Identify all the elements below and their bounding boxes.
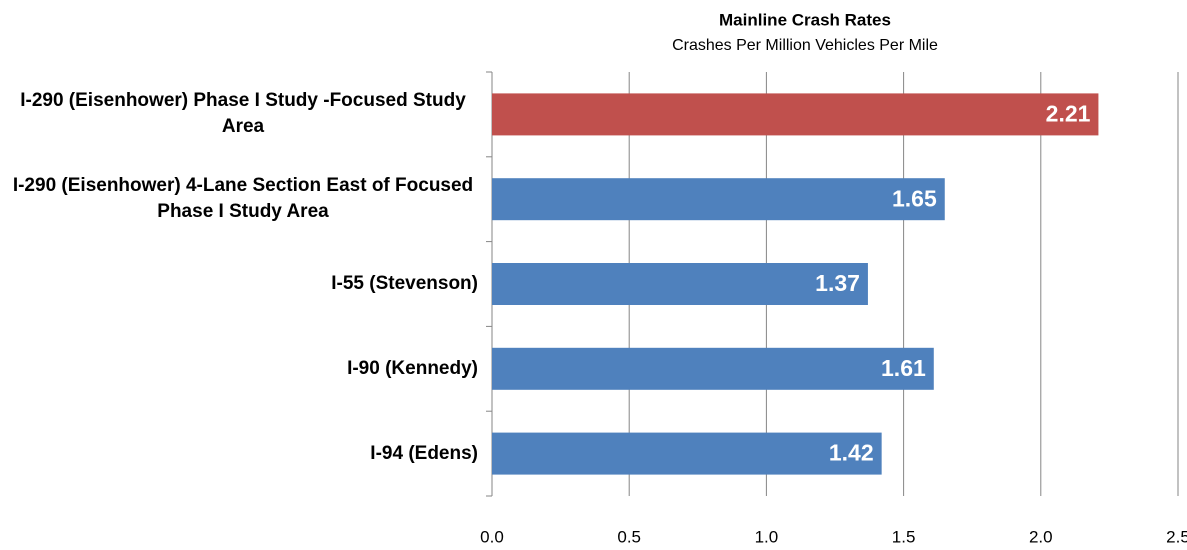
category-text: I-55 (Stevenson) (331, 272, 478, 294)
category-text: I-290 (Eisenhower) Phase I Study -Focuse… (20, 90, 466, 138)
chart-subtitle: Crashes Per Million Vehicles Per Mile (672, 37, 938, 54)
chart-title: Mainline Crash Rates (719, 10, 891, 29)
value-label: 1.65 (892, 185, 937, 211)
bar (492, 347, 934, 390)
category-text: I-90 (Kennedy) (347, 357, 478, 379)
category-text: I-94 (Edens) (370, 442, 478, 464)
bar (492, 263, 868, 305)
y-tick-label: I-94 (Edens) (0, 411, 478, 496)
bar (492, 178, 945, 221)
value-label: 1.61 (881, 355, 926, 381)
x-tick-label: 0.0 (480, 527, 504, 546)
value-label: 1.37 (815, 270, 860, 296)
bar (492, 93, 1099, 136)
x-tick-label: 1.0 (755, 527, 779, 546)
x-tick-label: 2.5 (1166, 527, 1187, 546)
x-tick-label: 1.5 (892, 527, 916, 546)
value-label: 2.21 (1046, 100, 1091, 126)
bar (492, 432, 882, 475)
x-tick-label: 2.0 (1029, 527, 1053, 546)
y-tick-label: I-90 (Kennedy) (0, 326, 478, 411)
value-label: 1.42 (829, 440, 874, 466)
y-tick-label: I-290 (Eisenhower) Phase I Study -Focuse… (0, 72, 478, 157)
y-tick-label: I-290 (Eisenhower) 4-Lane Section East o… (0, 157, 478, 242)
category-text: I-290 (Eisenhower) 4-Lane Section East o… (12, 175, 474, 223)
x-tick-label: 0.5 (617, 527, 641, 546)
y-tick-label: I-55 (Stevenson) (0, 242, 478, 327)
